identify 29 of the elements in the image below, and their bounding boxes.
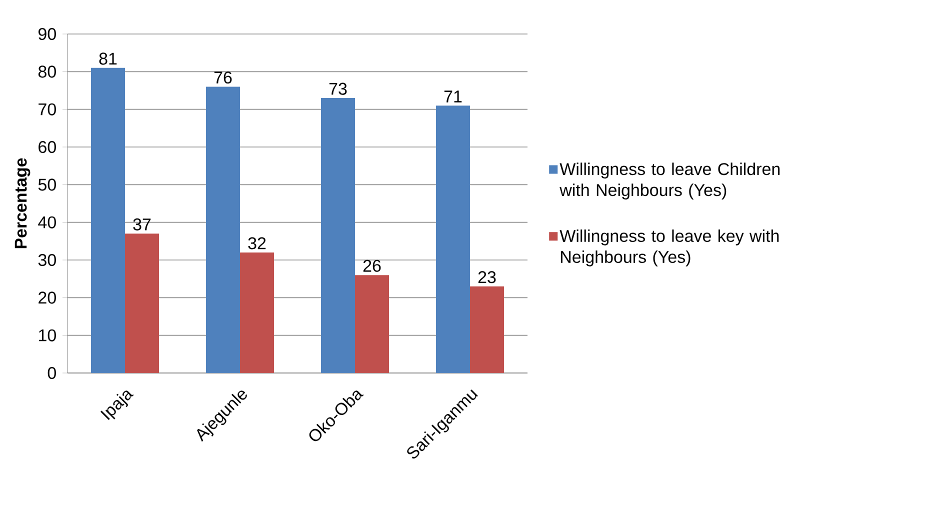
legend-label: Willingness to leave key with Neighbours (Yes) [560, 230, 779, 266]
y-tick-label: 50 [38, 178, 56, 191]
data-label: 73 [329, 82, 347, 95]
bar [125, 234, 159, 373]
legend-label: Willingness to leave Children with Neighbours (Yes) [560, 162, 780, 200]
y-tick-label: 10 [39, 329, 56, 342]
y-tick-label: 40 [38, 216, 56, 228]
bar [470, 286, 504, 373]
y-tick-label: 90 [38, 28, 56, 40]
data-label: 37 [133, 218, 151, 230]
bar [321, 98, 355, 373]
bar [436, 106, 470, 373]
y-axis-title: Percentage [14, 158, 30, 248]
bar [91, 68, 126, 373]
y-tick-label: 0 [48, 366, 56, 380]
data-label: 76 [214, 71, 232, 84]
data-label: 81 [99, 52, 117, 65]
bar [206, 86, 240, 373]
data-label: 32 [248, 237, 266, 250]
y-tick-label: 20 [38, 292, 56, 304]
y-tick-label: 60 [38, 140, 56, 154]
data-label: 26 [363, 260, 381, 272]
data-label: 71 [444, 90, 462, 102]
y-tick-label: 70 [38, 103, 56, 116]
bar [240, 252, 274, 373]
data-label: 23 [478, 271, 496, 284]
y-tick-label: 80 [38, 66, 56, 78]
bar [355, 275, 390, 373]
y-tick-label: 30 [38, 254, 56, 266]
